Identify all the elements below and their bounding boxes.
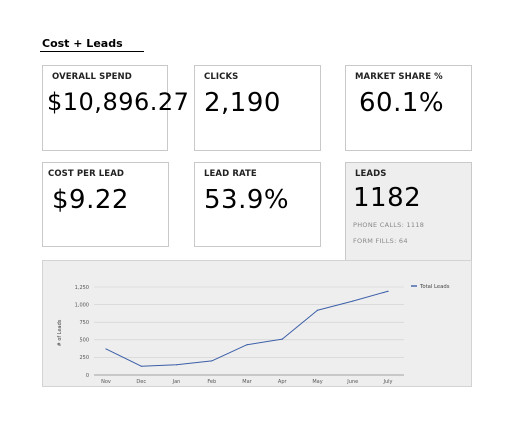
legend-label: Total Leads — [419, 284, 450, 290]
market-share-label: MARKET SHARE % — [355, 72, 443, 82]
x-tick-label: Apr — [278, 379, 288, 385]
overall-spend-label: OVERALL SPEND — [52, 72, 132, 82]
lead-rate-card: LEAD RATE 53.9% — [194, 162, 321, 247]
y-tick-label: 250 — [79, 355, 89, 361]
lead-rate-label: LEAD RATE — [204, 169, 257, 179]
leads-card: LEADS 1182 PHONE CALLS: 1118 FORM FILLS:… — [345, 162, 472, 260]
data-point — [387, 290, 389, 292]
total-leads-series-line — [105, 290, 389, 367]
data-point — [246, 344, 248, 346]
y-tick-label: 750 — [79, 320, 89, 326]
cost-per-lead-label: COST PER LEAD — [48, 169, 125, 179]
chart-panel: 0 250 500 750 1,000 1,250 Nov Dec Jan Feb Mar Apr M… — [42, 260, 472, 387]
clicks-value: 2,190 — [204, 88, 281, 118]
x-tick-label: Nov — [101, 379, 111, 385]
leads-label: LEADS — [355, 169, 387, 179]
leads-value: 1182 — [353, 183, 422, 213]
x-tick-label: Jan — [172, 379, 181, 385]
y-axis-label: # of Leads — [57, 319, 63, 346]
cost-per-lead-value: $9.22 — [52, 185, 129, 215]
y-tick-label: 1,000 — [75, 302, 89, 308]
x-tick-label: Feb — [207, 379, 216, 385]
data-point — [211, 360, 213, 362]
x-tick-label: May — [312, 379, 322, 385]
x-tick-label: Mar — [242, 379, 252, 385]
form-fills-text: FORM FILLS: 64 — [353, 237, 408, 245]
data-point — [105, 348, 107, 350]
data-point — [281, 338, 283, 340]
clicks-card: CLICKS 2,190 — [194, 65, 321, 151]
x-tick-label: July — [383, 379, 393, 385]
lead-rate-value: 53.9% — [204, 185, 290, 215]
data-point — [175, 364, 178, 366]
section-title: Cost + Leads — [42, 37, 123, 50]
total-leads-line-chart: 0 250 500 750 1,000 1,250 Nov Dec Jan Feb Mar Apr M… — [57, 284, 450, 385]
cost-per-lead-card: COST PER LEAD $9.22 — [42, 162, 169, 247]
data-point — [352, 300, 354, 302]
title-underline — [40, 51, 144, 52]
clicks-label: CLICKS — [204, 72, 239, 82]
overall-spend-card: OVERALL SPEND $10,896.27 — [42, 65, 189, 151]
market-share-card: MARKET SHARE % 60.1% — [345, 65, 472, 151]
phone-calls-text: PHONE CALLS: 1118 — [353, 221, 425, 229]
y-tick-label: 1,250 — [75, 285, 89, 291]
data-point — [316, 309, 319, 311]
y-tick-label: 0 — [86, 373, 89, 379]
market-share-value: 60.1% — [359, 88, 445, 118]
x-tick-label: June — [346, 379, 358, 385]
x-tick-label: Dec — [136, 379, 146, 385]
y-tick-label: 500 — [79, 338, 89, 344]
overall-spend-value: $10,896.27 — [47, 88, 190, 116]
data-point — [140, 365, 142, 367]
